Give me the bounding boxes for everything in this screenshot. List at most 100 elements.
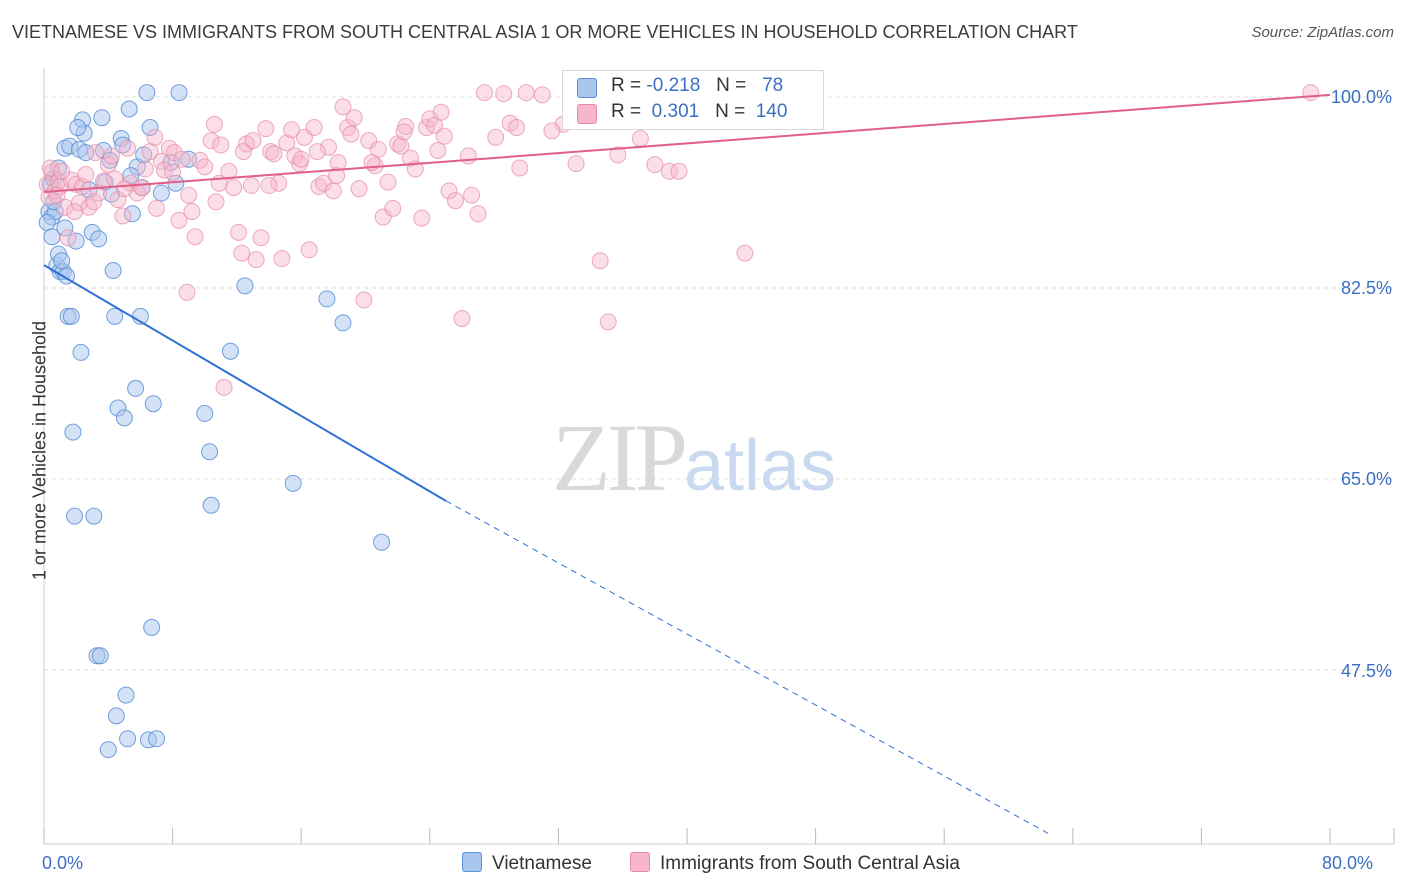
data-point-south-central-asia <box>183 203 201 221</box>
correlation-legend: R = -0.218 N = 78 R = 0.301 N = 140 <box>562 70 824 130</box>
data-point-south-central-asia <box>599 313 617 331</box>
data-point-south-central-asia <box>517 84 535 102</box>
data-point-south-central-asia <box>180 186 198 204</box>
data-point-south-central-asia <box>435 127 453 145</box>
legend-swatch-south-central-asia <box>577 104 597 124</box>
data-point-vietnamese <box>69 119 87 137</box>
data-point-south-central-asia <box>265 145 283 163</box>
data-point-south-central-asia <box>334 98 352 116</box>
legend-item-vietnamese: Vietnamese <box>462 852 592 875</box>
data-point-south-central-asia <box>342 125 360 143</box>
legend-label: Immigrants from South Central Asia <box>660 853 960 874</box>
data-point-vietnamese <box>221 342 239 360</box>
data-point-vietnamese <box>120 100 138 118</box>
data-point-vietnamese <box>196 405 214 423</box>
data-point-south-central-asia <box>178 283 196 301</box>
data-point-south-central-asia <box>152 152 170 170</box>
data-point-south-central-asia <box>487 128 505 146</box>
data-point-south-central-asia <box>205 115 223 133</box>
trend-line-vietnamese-extrapolated <box>445 500 1049 835</box>
data-point-south-central-asia <box>70 194 88 212</box>
data-point-south-central-asia <box>196 158 214 176</box>
data-point-south-central-asia <box>146 128 164 146</box>
data-point-vietnamese <box>62 307 80 325</box>
data-point-south-central-asia <box>94 172 112 190</box>
data-point-south-central-asia <box>374 208 392 226</box>
y-tick-label: 100.0% <box>1330 87 1392 107</box>
data-point-south-central-asia <box>463 186 481 204</box>
data-point-south-central-asia <box>41 159 59 177</box>
legend-swatch <box>462 852 482 872</box>
data-point-vietnamese <box>106 307 124 325</box>
data-point-south-central-asia <box>413 209 431 227</box>
data-point-vietnamese <box>115 409 133 427</box>
data-point-south-central-asia <box>215 378 233 396</box>
data-point-south-central-asia <box>350 180 368 198</box>
data-point-south-central-asia <box>234 143 252 161</box>
data-point-vietnamese <box>72 343 90 361</box>
data-point-south-central-asia <box>609 146 627 164</box>
data-point-south-central-asia <box>114 207 132 225</box>
data-point-south-central-asia <box>230 223 248 241</box>
data-point-south-central-asia <box>469 205 487 223</box>
data-point-south-central-asia <box>133 179 151 197</box>
data-point-vietnamese <box>152 184 170 202</box>
legend-label: Vietnamese <box>492 853 592 874</box>
y-axis-label: 1 or more Vehicles in Household <box>29 320 50 581</box>
trend-line-south-central-asia <box>43 93 1331 193</box>
data-point-south-central-asia <box>402 149 420 167</box>
legend-r-label: R = <box>611 75 642 96</box>
data-point-vietnamese <box>38 214 56 232</box>
data-point-south-central-asia <box>66 203 84 221</box>
y-tick-label: 65.0% <box>1340 469 1392 489</box>
data-point-south-central-asia <box>432 103 450 121</box>
data-point-vietnamese <box>64 423 82 441</box>
data-point-south-central-asia <box>86 144 104 162</box>
data-point-vietnamese <box>127 379 145 397</box>
data-point-vietnamese <box>202 496 220 514</box>
data-point-south-central-asia <box>99 156 117 174</box>
x-tick-label: 80.0% <box>1322 853 1374 873</box>
data-point-south-central-asia <box>164 163 182 181</box>
data-point-south-central-asia <box>103 147 121 165</box>
data-point-vietnamese <box>201 443 219 461</box>
data-point-south-central-asia <box>429 141 447 159</box>
data-point-south-central-asia <box>225 179 243 197</box>
data-point-south-central-asia <box>324 182 342 200</box>
data-point-south-central-asia <box>453 310 471 328</box>
data-point-south-central-asia <box>646 156 664 174</box>
data-point-vietnamese <box>138 84 156 102</box>
source-label: Source: ZipAtlas.com <box>1251 24 1394 41</box>
data-point-south-central-asia <box>242 176 260 194</box>
data-point-vietnamese <box>66 507 84 525</box>
data-point-vietnamese <box>99 741 117 759</box>
legend-r-value: 0.301 <box>651 101 700 122</box>
data-point-south-central-asia <box>252 229 270 247</box>
data-point-south-central-asia <box>300 241 318 259</box>
data-point-south-central-asia <box>247 251 265 269</box>
data-point-south-central-asia <box>202 132 220 150</box>
data-point-south-central-asia <box>186 228 204 246</box>
chart-title: VIETNAMESE VS IMMIGRANTS FROM SOUTH CENT… <box>12 22 1078 42</box>
watermark-zip: ZIP <box>552 404 688 511</box>
data-point-south-central-asia <box>148 199 166 217</box>
data-point-vietnamese <box>77 144 95 162</box>
axes <box>43 68 1395 845</box>
data-point-south-central-asia <box>543 122 561 140</box>
data-point-vietnamese <box>93 109 111 127</box>
data-point-south-central-asia <box>328 167 346 185</box>
data-point-south-central-asia <box>345 109 363 127</box>
data-point-vietnamese <box>284 474 302 492</box>
legend-n-value: 78 <box>762 75 784 96</box>
legend-n-label: N = <box>715 101 746 122</box>
data-point-south-central-asia <box>533 86 551 104</box>
data-point-south-central-asia <box>495 85 513 103</box>
data-point-south-central-asia <box>77 165 95 183</box>
data-point-south-central-asia <box>440 182 458 200</box>
watermark: ZIPatlas <box>552 402 836 513</box>
data-point-south-central-asia <box>233 244 251 262</box>
data-point-south-central-asia <box>567 155 585 173</box>
data-point-south-central-asia <box>59 229 77 247</box>
data-point-vietnamese <box>117 686 135 704</box>
